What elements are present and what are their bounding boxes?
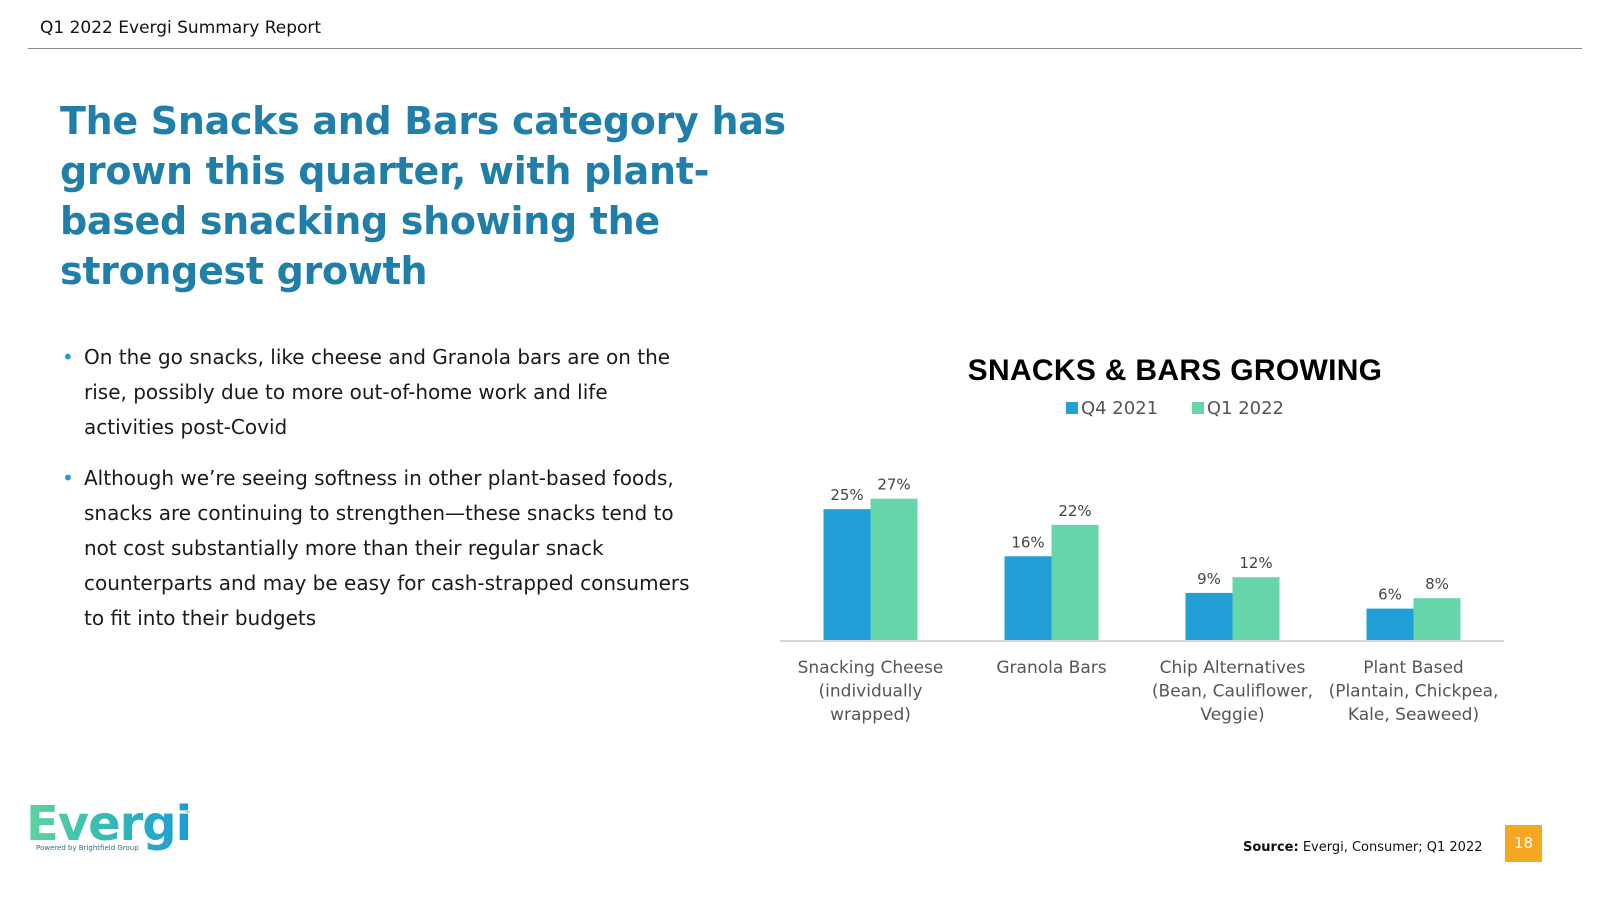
category-label: Veggie) [1200, 705, 1264, 725]
logo-wordmark: Evergi [26, 796, 192, 852]
data-label: 25% [830, 486, 863, 504]
source-note: Source: Evergi, Consumer; Q1 2022 [1243, 840, 1483, 855]
evergi-logo: Evergi ™ Powered by Brightfield Group [26, 796, 206, 870]
bullet-icon: • [62, 345, 74, 369]
bullet-text: On the go snacks, like cheese and Granol… [84, 345, 671, 439]
bar-q4-2021 [1185, 592, 1233, 640]
chart-legend: Q4 2021 Q1 2022 [780, 398, 1570, 419]
legend-label: Q4 2021 [1080, 398, 1159, 419]
slide-headline: The Snacks and Bars category has grown t… [60, 99, 786, 293]
legend-swatch [1191, 402, 1204, 414]
bar-q1-2022 [1232, 577, 1280, 640]
bullet-item: • Although we’re seeing softness in othe… [60, 461, 700, 636]
bar-q1-2022 [1051, 524, 1099, 640]
bullet-icon: • [62, 466, 74, 490]
source-text: Evergi, Consumer; Q1 2022 [1298, 840, 1483, 855]
page-number-badge: 18 [1505, 825, 1542, 862]
data-label: 9% [1197, 570, 1221, 588]
data-label: 16% [1011, 533, 1044, 551]
bar-q1-2022 [1413, 598, 1461, 640]
category-label: Snacking Cheese [798, 658, 944, 678]
chart-title: SNACKS & BARS GROWING [967, 354, 1383, 387]
bullet-text: Although we’re seeing softness in other … [84, 466, 690, 630]
data-label: 27% [877, 476, 910, 494]
logo-trademark: ™ [184, 810, 191, 818]
category-label: Granola Bars [996, 658, 1106, 678]
category-label: (Bean, Cauliflower, [1152, 682, 1313, 702]
logo-tagline: Powered by Brightfield Group [36, 844, 139, 852]
source-label: Source: [1243, 840, 1299, 855]
data-label: 12% [1239, 554, 1272, 572]
header-divider [28, 48, 1582, 49]
bullet-list: • On the go snacks, like cheese and Gran… [60, 340, 700, 652]
category-label: (individually [819, 682, 923, 702]
data-label: 8% [1425, 575, 1449, 593]
chart-plot: 25% 27% Snacking Cheese (individually wrappe… [780, 476, 1504, 725]
report-title: Q1 2022 Evergi Summary Report [40, 18, 322, 38]
category-label: wrapped) [830, 705, 911, 725]
category-label: Plant Based [1363, 658, 1463, 678]
bar-q1-2022 [870, 498, 918, 640]
legend-item-q1-2022: Q1 2022 [1191, 398, 1285, 419]
legend-item-q4-2021: Q4 2021 [1065, 398, 1159, 419]
data-label: 6% [1378, 586, 1402, 604]
bar-chart: SNACKS & BARS GROWING Q4 2021 Q1 2022 25… [780, 340, 1560, 760]
category-label: Kale, Seaweed) [1348, 705, 1479, 725]
bar-q4-2021 [1004, 556, 1052, 640]
bar-q4-2021 [1366, 608, 1414, 640]
bar-q4-2021 [823, 509, 871, 640]
data-label: 22% [1058, 502, 1091, 520]
legend-swatch [1065, 402, 1078, 414]
category-label: (Plantain, Chickpea, [1329, 682, 1499, 702]
bullet-item: • On the go snacks, like cheese and Gran… [60, 340, 700, 445]
legend-label: Q1 2022 [1206, 398, 1285, 419]
category-label: Chip Alternatives [1160, 658, 1306, 678]
